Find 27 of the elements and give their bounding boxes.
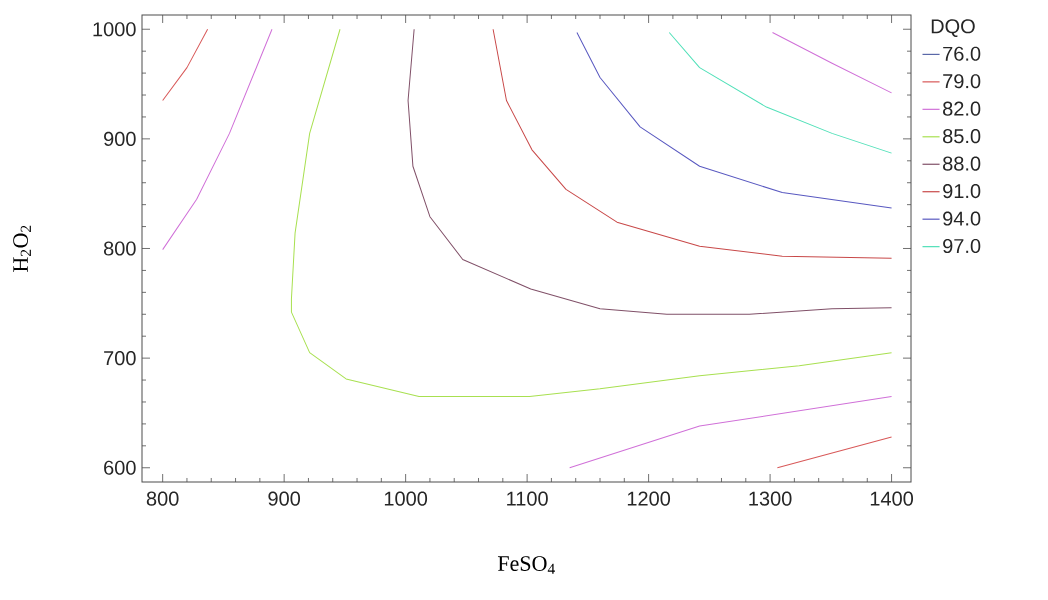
x-tick-label: 1000 (384, 491, 428, 506)
y-axis-title: H$_{2}$O$_{2}$ (13, 225, 31, 272)
legend-label: 82.0 (943, 101, 981, 116)
legend-label: 88.0 (943, 156, 981, 171)
x-tick-label: 1300 (749, 491, 792, 506)
x-tick-label: 900 (268, 491, 301, 506)
legend-label: 79.0 (943, 74, 981, 89)
x-tick-label: 1400 (870, 491, 914, 506)
legend-label: 91.0 (943, 184, 981, 199)
line-series (576, 32, 893, 209)
y-tick-label: 700 (104, 351, 136, 366)
legend-label: 94.0 (943, 211, 981, 226)
line-series (668, 32, 893, 154)
legend-title: DQO (931, 19, 975, 37)
legend-label: 85.0 (943, 129, 981, 144)
y-tick-label: 600 (104, 460, 136, 475)
y-tick-label: 900 (104, 131, 136, 146)
legend-label: 97.0 (943, 238, 981, 254)
x-axis-title: FeSO$_{4}$ (497, 556, 555, 574)
y-tick-label: 1000 (93, 22, 136, 37)
legend-label: 76.0 (943, 46, 981, 61)
line-series (492, 28, 893, 259)
x-tick-label: 800 (146, 491, 179, 506)
line-series (407, 28, 893, 315)
x-tick-label: 1100 (507, 491, 548, 506)
y-tick-label: 800 (103, 241, 136, 256)
x-tick-label: 1200 (627, 491, 671, 506)
